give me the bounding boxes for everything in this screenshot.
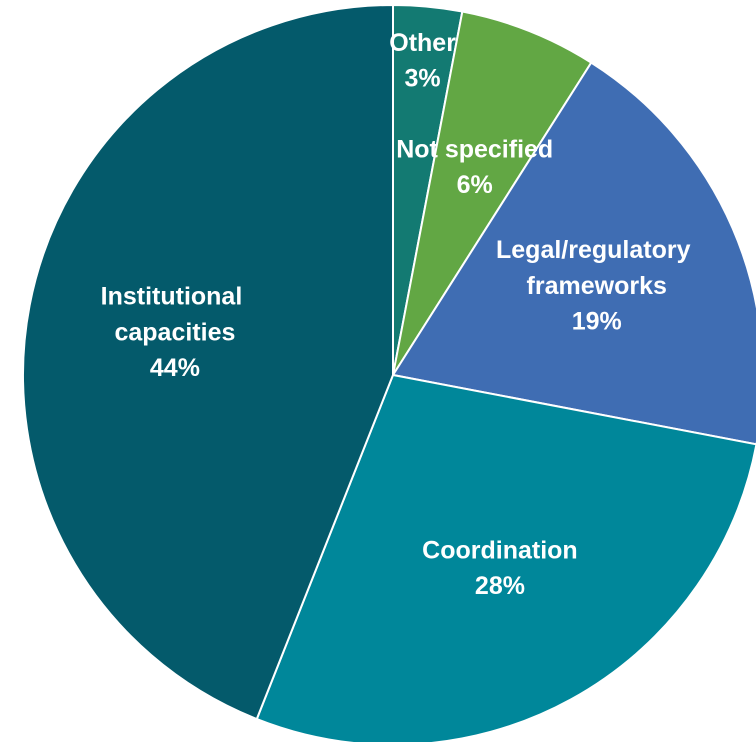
slice-label: Legal/regulatory frameworks: [496, 235, 697, 299]
pie-slice: [255, 373, 756, 742]
value-label: 44%: [150, 354, 200, 382]
value-label: 6%: [457, 171, 493, 199]
slice-label: Not specified: [396, 135, 553, 163]
value-label: 19%: [572, 307, 622, 335]
pie-slice: [391, 61, 756, 446]
value-label: 3%: [405, 65, 441, 93]
label-line: Other: [389, 29, 456, 57]
value-label: 28%: [475, 572, 525, 600]
pie-slice: [392, 10, 593, 376]
label-line: Coordination: [422, 536, 578, 564]
slice-label: Institutional capacities: [101, 282, 250, 346]
slice-label: Coordination: [422, 536, 578, 564]
label-line: frameworks: [527, 271, 667, 299]
label-line: Legal/regulatory: [496, 235, 697, 263]
label-line: Institutional: [101, 282, 250, 310]
label-line: capacities: [114, 318, 235, 346]
label-line: Not specified: [396, 135, 553, 163]
slice-label: Other: [389, 29, 456, 57]
pie-slice: [22, 3, 394, 721]
